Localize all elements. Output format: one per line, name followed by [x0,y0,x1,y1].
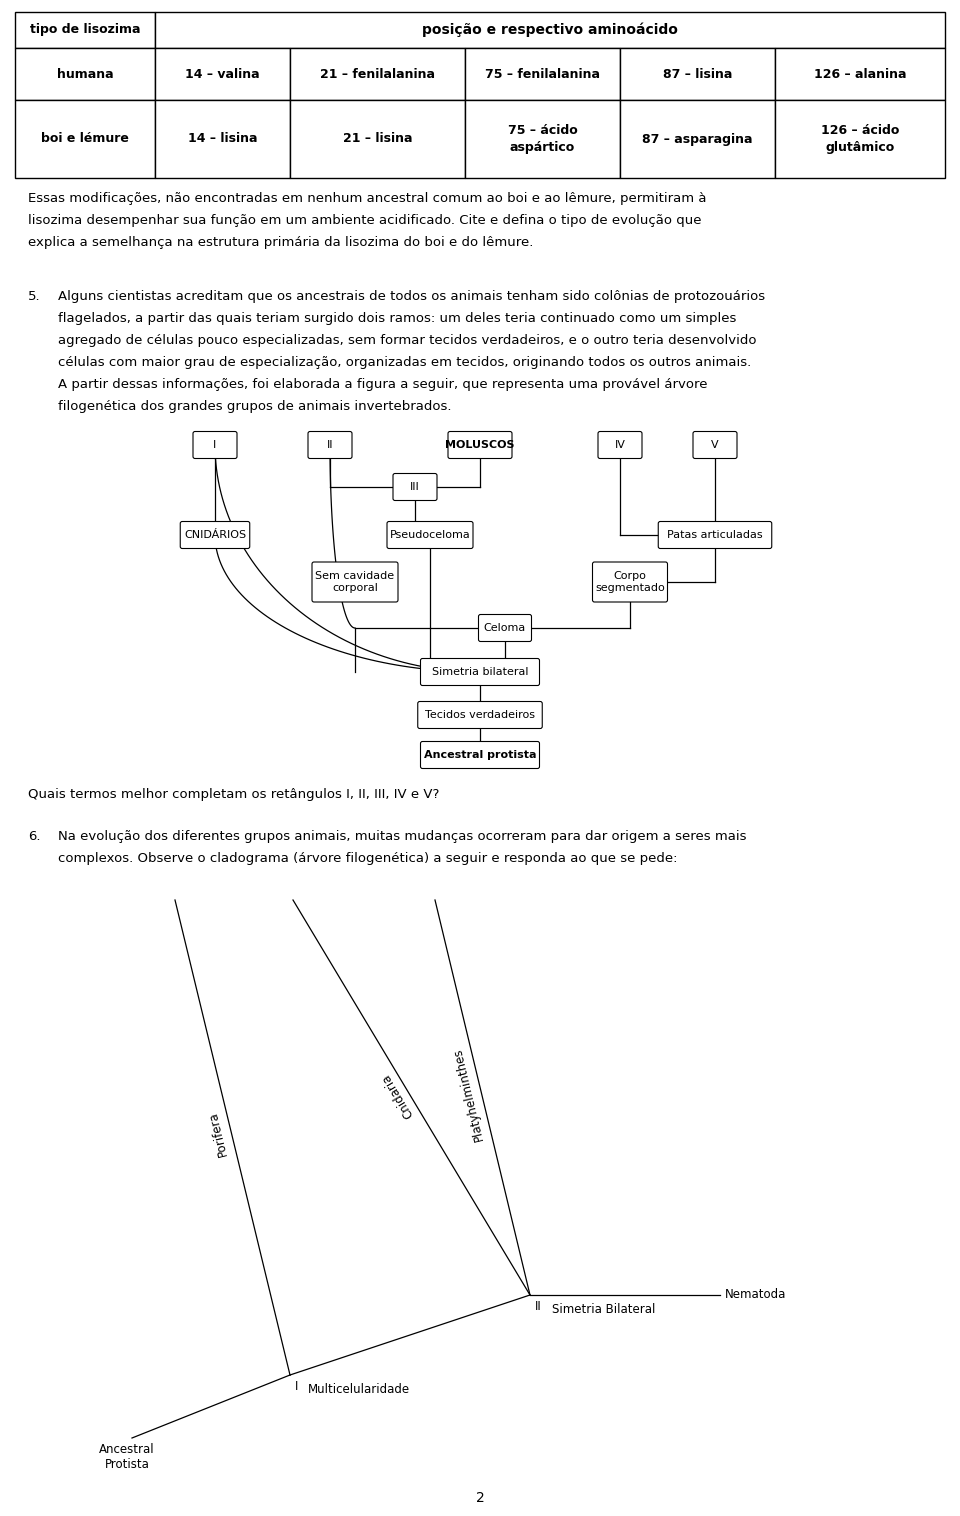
Text: 6.: 6. [28,829,40,843]
Text: 75 – fenilalanina: 75 – fenilalanina [485,68,600,80]
Text: agregado de células pouco especializadas, sem formar tecidos verdadeiros, e o ou: agregado de células pouco especializadas… [58,334,756,347]
FancyBboxPatch shape [387,522,473,549]
Text: flagelados, a partir das quais teriam surgido dois ramos: um deles teria continu: flagelados, a partir das quais teriam su… [58,312,736,324]
Text: Celoma: Celoma [484,623,526,634]
Text: 21 – fenilalanina: 21 – fenilalanina [320,68,435,80]
Text: 87 – asparagina: 87 – asparagina [642,132,753,146]
Bar [15,100,155,177]
Bar [465,100,620,177]
Text: I: I [213,440,217,450]
Bar [155,49,290,100]
Text: posição e respectivo aminoácido: posição e respectivo aminoácido [422,23,678,38]
Text: Platyhelminthes: Platyhelminthes [450,1046,486,1142]
FancyBboxPatch shape [180,522,250,549]
Bar [15,49,155,100]
Text: Nematoda: Nematoda [725,1289,786,1302]
FancyBboxPatch shape [592,562,667,602]
Text: filogenética dos grandes grupos de animais invertebrados.: filogenética dos grandes grupos de anima… [58,400,451,412]
Bar [775,49,945,100]
Text: MOLUSCOS: MOLUSCOS [445,440,515,450]
FancyBboxPatch shape [659,522,772,549]
Text: 75 – ácido
aspártico: 75 – ácido aspártico [508,124,577,153]
Bar [15,12,155,49]
Text: Cnidaria: Cnidaria [379,1072,417,1120]
Text: III: III [410,482,420,493]
Text: 2: 2 [475,1492,485,1505]
Bar [620,49,775,100]
Text: tipo de lisozima: tipo de lisozima [30,24,140,36]
FancyBboxPatch shape [193,432,237,458]
Text: complexos. Observe o cladograma (árvore filogenética) a seguir e responda ao que: complexos. Observe o cladograma (árvore … [58,852,678,866]
Text: Pseudoceloma: Pseudoceloma [390,531,470,540]
FancyBboxPatch shape [420,658,540,685]
Text: boi e lémure: boi e lémure [41,132,129,146]
Bar [775,100,945,177]
Text: Multicelularidade: Multicelularidade [308,1383,410,1396]
Bar [155,100,290,177]
FancyBboxPatch shape [420,741,540,769]
Text: Corpo
segmentado: Corpo segmentado [595,572,665,593]
Text: 5.: 5. [28,290,40,303]
Bar [155,12,945,49]
FancyBboxPatch shape [393,473,437,500]
Text: Porifera: Porifera [206,1110,229,1158]
Text: V: V [711,440,719,450]
Bar [465,49,620,100]
Text: Ancestral
Protista: Ancestral Protista [99,1443,155,1471]
FancyBboxPatch shape [308,432,352,458]
Text: explica a semelhança na estrutura primária da lisozima do boi e do lêmure.: explica a semelhança na estrutura primár… [28,236,534,249]
Text: Tecidos verdadeiros: Tecidos verdadeiros [425,709,535,720]
Text: Alguns cientistas acreditam que os ancestrais de todos os animais tenham sido co: Alguns cientistas acreditam que os ances… [58,290,765,303]
FancyBboxPatch shape [448,432,512,458]
FancyBboxPatch shape [693,432,737,458]
Text: 14 – valina: 14 – valina [185,68,260,80]
FancyBboxPatch shape [478,614,532,641]
Text: Na evolução dos diferentes grupos animais, muitas mudanças ocorreram para dar or: Na evolução dos diferentes grupos animai… [58,829,747,843]
Text: II: II [535,1301,541,1313]
Text: A partir dessas informações, foi elaborada a figura a seguir, que representa uma: A partir dessas informações, foi elabora… [58,377,708,391]
Text: Simetria Bilateral: Simetria Bilateral [552,1302,656,1316]
Text: células com maior grau de especialização, organizadas em tecidos, originando tod: células com maior grau de especialização… [58,356,752,368]
FancyBboxPatch shape [598,432,642,458]
Text: lisozima desempenhar sua função em um ambiente acidificado. Cite e defina o tipo: lisozima desempenhar sua função em um am… [28,214,702,227]
FancyBboxPatch shape [312,562,398,602]
Bar [290,49,465,100]
Bar [290,100,465,177]
Text: 14 – lisina: 14 – lisina [188,132,257,146]
Bar [620,100,775,177]
Text: 21 – lisina: 21 – lisina [343,132,412,146]
Text: CNIDÁRIOS: CNIDÁRIOS [184,531,246,540]
Text: 126 – alanina: 126 – alanina [814,68,906,80]
Text: Essas modificações, não encontradas em nenhum ancestral comum ao boi e ao lêmure: Essas modificações, não encontradas em n… [28,193,707,205]
Text: Simetria bilateral: Simetria bilateral [432,667,528,678]
Text: I: I [295,1380,299,1393]
Text: 87 – lisina: 87 – lisina [662,68,732,80]
Text: Ancestral protista: Ancestral protista [423,750,537,760]
Text: Quais termos melhor completam os retângulos I, II, III, IV e V?: Quais termos melhor completam os retângu… [28,788,440,800]
Text: humana: humana [57,68,113,80]
Text: Patas articuladas: Patas articuladas [667,531,763,540]
Text: 126 – ácido
glutâmico: 126 – ácido glutâmico [821,124,900,153]
Text: Sem cavidade
corporal: Sem cavidade corporal [316,572,395,593]
FancyBboxPatch shape [418,702,542,729]
Text: II: II [326,440,333,450]
Text: IV: IV [614,440,625,450]
